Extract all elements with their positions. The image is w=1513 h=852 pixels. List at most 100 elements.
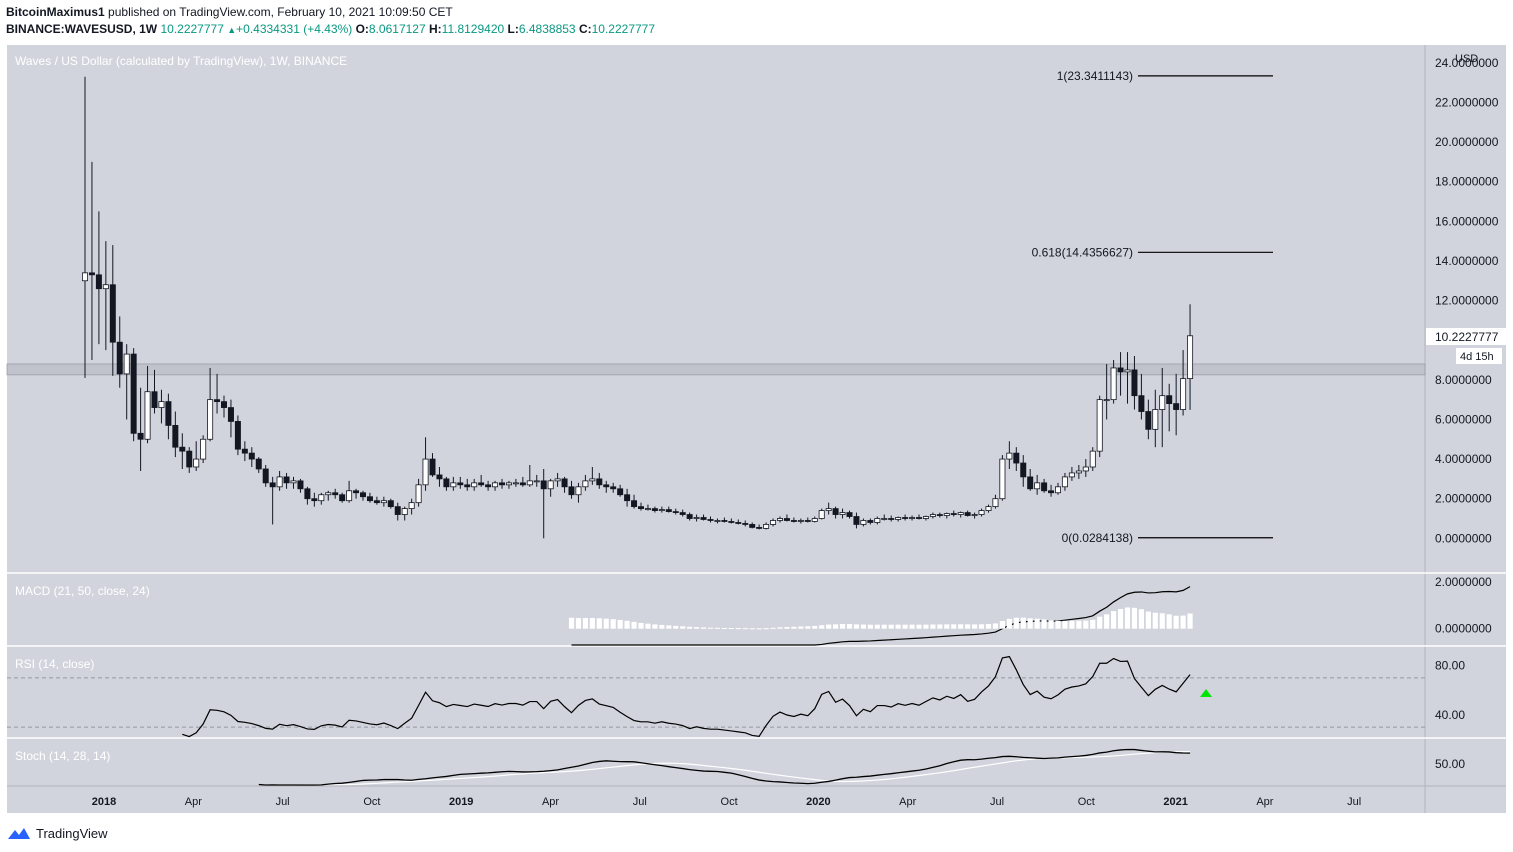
candle-body	[512, 482, 519, 485]
tradingview-logo[interactable]: TradingView	[6, 825, 108, 841]
candle-body	[1173, 403, 1180, 410]
candle-body	[241, 448, 248, 454]
candle-body	[380, 500, 387, 504]
fib-levels: 1(23.3411143) 0.618(14.4356627) 0(0.028413…	[1032, 69, 1273, 545]
candle-body	[936, 514, 943, 516]
candle-body	[1075, 470, 1082, 474]
candle-body	[971, 514, 978, 516]
candle-body	[790, 520, 797, 522]
macd-histogram-bar	[1083, 620, 1089, 629]
macd-histogram-bar	[881, 624, 887, 629]
candle-body	[644, 508, 651, 511]
candle-body	[777, 518, 784, 521]
stoch-k-line	[258, 748, 1191, 786]
price-tick-label: 24.0000000	[1435, 56, 1499, 70]
footer-brand: TradingView	[36, 825, 108, 841]
candle-body	[109, 284, 116, 343]
candle-body	[603, 484, 610, 488]
macd-histogram-bar	[833, 624, 839, 629]
candle-body	[658, 509, 665, 511]
time-axis-ticks: 2018 Apr Jul Oct 2019 Apr Jul Oct 2020 Apr Jul Oct 2…	[92, 796, 1361, 808]
rsi-line	[182, 655, 1191, 738]
time-tick-label: Oct	[1078, 796, 1095, 808]
candle-body	[943, 513, 950, 516]
candle-body	[714, 520, 721, 522]
candle-body	[651, 508, 658, 511]
candle-body	[137, 432, 144, 440]
stoch-d-line	[258, 750, 1191, 786]
last-price-axis-label: 10.2227777	[1435, 330, 1499, 344]
macd-histogram-bar	[1006, 618, 1012, 629]
macd-histogram-bar	[1097, 616, 1103, 629]
macd-line	[571, 586, 1191, 646]
close-value: 10.2227777	[591, 22, 656, 36]
resistance-zone[interactable]	[6, 363, 1426, 376]
macd-histogram-bar	[770, 627, 776, 629]
candle-body	[1027, 476, 1034, 490]
macd-histogram-bar	[839, 624, 846, 629]
time-tick-label: Jul	[276, 796, 290, 808]
macd-histogram-bar	[645, 623, 651, 629]
candle-body	[394, 506, 401, 515]
candle-body	[846, 512, 853, 517]
candle-body	[763, 524, 770, 529]
rsi-pane-title: RSI (14, close)	[15, 657, 94, 671]
macd-histogram-bar	[1173, 615, 1179, 629]
candle-body	[478, 482, 485, 486]
rsi-signal-triangle-icon	[1200, 689, 1212, 697]
candle-body	[248, 452, 255, 460]
price-tick-label: 18.0000000	[1435, 175, 1499, 189]
candle-body	[554, 478, 561, 482]
macd-histogram-bar	[575, 618, 582, 629]
macd-histogram-bar	[826, 624, 832, 629]
candlestick-series	[82, 76, 1194, 539]
macd-histogram-bar	[568, 617, 575, 629]
author-name[interactable]: BitcoinMaximus1	[6, 5, 105, 19]
candle-body	[297, 480, 304, 490]
price-tick-label: 0.0000000	[1435, 531, 1492, 545]
time-tick-label: Apr	[542, 796, 559, 808]
candle-body	[130, 353, 137, 434]
candle-body	[464, 484, 471, 488]
macd-histogram-bar	[756, 628, 762, 630]
rsi-axis-ticks: 40.00 80.00	[1435, 658, 1465, 721]
candle-body	[290, 480, 297, 484]
candle-body	[888, 518, 895, 520]
candle-body	[721, 520, 728, 522]
macd-histogram-bar	[965, 624, 971, 629]
time-tick-label: Jul	[1347, 796, 1361, 808]
candle-body	[638, 506, 645, 510]
macd-histogram-bar	[798, 626, 804, 629]
candle-body	[339, 494, 346, 502]
macd-histogram-bar	[1166, 614, 1172, 629]
macd-histogram-bar	[923, 624, 929, 629]
macd-histogram-bar	[1159, 613, 1165, 629]
macd-histogram-bar	[1020, 617, 1026, 629]
price-tick-label: 16.0000000	[1435, 214, 1499, 228]
candle-body	[457, 482, 464, 486]
candle-body	[909, 517, 916, 519]
currency-label: USD	[1455, 53, 1478, 65]
publish-info: published on TradingView.com, February 1…	[108, 5, 453, 19]
candle-body	[1082, 466, 1089, 472]
macd-histogram-bar	[895, 624, 901, 629]
macd-histogram-bar	[1145, 611, 1151, 629]
candle-body	[617, 488, 624, 496]
macd-histogram-bar	[992, 623, 999, 629]
candle-body	[624, 494, 631, 502]
candle-body	[422, 458, 429, 486]
macd-histogram-bar	[1180, 615, 1186, 629]
candle-body	[366, 496, 373, 502]
candle-body	[1061, 476, 1068, 488]
low-label: L:	[507, 22, 519, 36]
candle-body	[471, 482, 478, 488]
last-price-box	[1426, 328, 1506, 345]
candle-body	[485, 484, 492, 488]
macd-histogram-bar	[1111, 611, 1117, 629]
candle-body	[1034, 482, 1041, 490]
candle-body	[415, 484, 422, 504]
candle-body	[985, 506, 992, 511]
candle-body	[992, 498, 999, 508]
countdown-box	[1456, 348, 1502, 364]
